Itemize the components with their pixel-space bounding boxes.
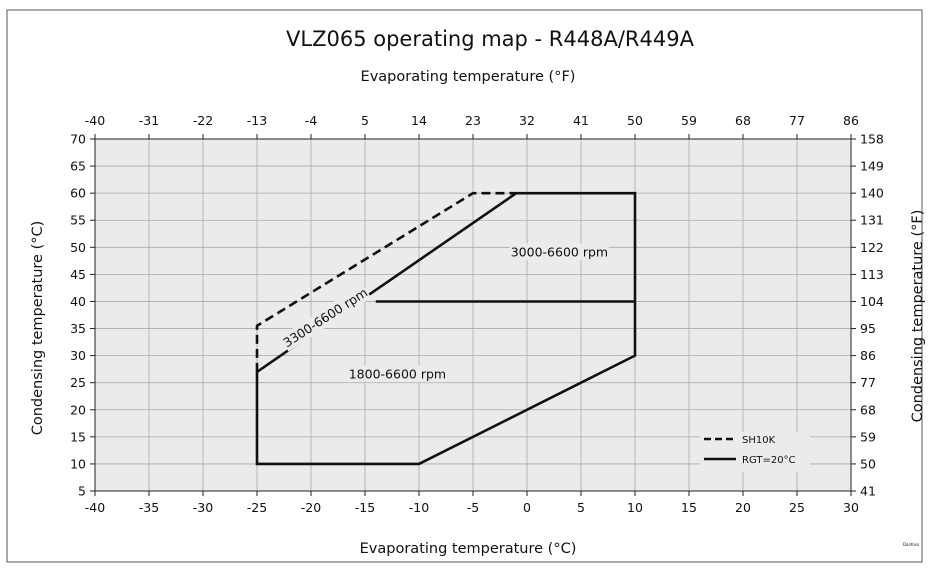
y-tick-label-right: 104 (860, 294, 884, 309)
y-tick-label-right: 68 (860, 402, 876, 417)
x-tick-label-bottom: 15 (681, 500, 697, 515)
left-axis-label: Condensing temperature (°C) (30, 221, 46, 436)
x-tick-label-top: -22 (193, 113, 213, 128)
annotation-0: 3000-6600 rpm (510, 243, 609, 261)
x-tick-label-bottom: -35 (139, 500, 159, 515)
x-tick-label-bottom: 10 (627, 500, 643, 515)
series-line-1 (255, 191, 517, 372)
x-tick-label-top: 14 (411, 113, 427, 128)
x-tick-label-bottom: -15 (355, 500, 375, 515)
annotation-label: 3000-6600 rpm (511, 244, 608, 259)
x-tick-label-top: -13 (247, 113, 267, 128)
x-tick-label-bottom: -10 (409, 500, 429, 515)
x-tick-label-bottom: 5 (577, 500, 585, 515)
chart-title: VLZ065 operating map - R448A/R449A (286, 27, 695, 51)
y-tick-label-left: 65 (70, 159, 86, 174)
x-tick-label-top: 23 (465, 113, 481, 128)
x-tick-label-bottom: -25 (247, 500, 267, 515)
y-tick-label-left: 10 (70, 456, 86, 471)
x-tick-label-bottom: -30 (193, 500, 213, 515)
y-tick-label-left: 5 (78, 484, 86, 499)
x-tick-label-bottom: 20 (735, 500, 751, 515)
series-group (255, 191, 637, 466)
y-tick-label-right: 86 (860, 348, 876, 363)
y-tick-label-left: 50 (70, 240, 86, 255)
y-tick-label-left: 40 (70, 294, 86, 309)
y-tick-label-right: 122 (860, 240, 884, 255)
x-tick-label-bottom: -40 (85, 500, 105, 515)
y-tick-label-right: 158 (860, 132, 884, 147)
annotation-label: 1800-6600 rpm (349, 366, 446, 381)
y-tick-label-left: 70 (70, 132, 86, 147)
y-tick-label-left: 30 (70, 348, 86, 363)
x-tick-label-top: 5 (361, 113, 369, 128)
x-tick-label-top: 59 (681, 113, 697, 128)
y-tick-label-right: 77 (860, 375, 876, 390)
legend-label: SH10K (742, 435, 776, 446)
top-axis-label: Evaporating temperature (°F) (361, 69, 576, 85)
x-tick-label-top: 32 (519, 113, 535, 128)
y-tick-label-right: 140 (860, 186, 884, 201)
x-tick-label-top: 68 (735, 113, 751, 128)
x-tick-label-top: 41 (573, 113, 589, 128)
y-tick-label-right: 41 (860, 484, 876, 499)
x-tick-label-top: -40 (85, 113, 105, 128)
y-tick-label-left: 35 (70, 321, 86, 336)
y-tick-label-left: 45 (70, 267, 86, 282)
x-tick-label-top: -31 (139, 113, 159, 128)
x-tick-label-bottom: -20 (301, 500, 321, 515)
bottom-axis-label: Evaporating temperature (°C) (360, 541, 577, 557)
y-tick-label-left: 15 (70, 429, 86, 444)
y-tick-label-right: 131 (860, 213, 884, 228)
y-tick-label-right: 113 (860, 267, 884, 282)
y-tick-label-right: 149 (860, 159, 884, 174)
corner-note: Danfoss (903, 542, 919, 547)
y-tick-label-right: 59 (860, 429, 876, 444)
y-tick-label-right: 50 (860, 456, 876, 471)
ticks-group: -40 -40 -35 -31 -30 -22 -25 -13 -20 -4 -15 5 -10 14 -5… (70, 113, 884, 515)
annotation-bg (348, 365, 447, 383)
right-axis-label: Condensing temperature (°F) (910, 210, 926, 423)
y-tick-label-left: 20 (70, 402, 86, 417)
y-tick-label-left: 55 (70, 213, 86, 228)
x-tick-label-top: 86 (843, 113, 859, 128)
x-tick-label-top: 77 (789, 113, 805, 128)
y-tick-label-left: 60 (70, 186, 86, 201)
x-tick-label-bottom: 0 (523, 500, 531, 515)
x-tick-label-bottom: -5 (467, 500, 479, 515)
y-tick-label-left: 25 (70, 375, 86, 390)
annotation-bg (510, 243, 609, 261)
annotation-2: 1800-6600 rpm (348, 365, 447, 383)
x-tick-label-bottom: 30 (843, 500, 859, 515)
legend: SH10K RGT=20°C (700, 432, 810, 472)
x-tick-label-bottom: 25 (789, 500, 805, 515)
x-tick-label-top: -4 (305, 113, 318, 128)
y-tick-label-right: 95 (860, 321, 876, 336)
annotation-bg (279, 283, 372, 352)
legend-label: RGT=20°C (742, 455, 796, 466)
x-tick-label-top: 50 (627, 113, 643, 128)
